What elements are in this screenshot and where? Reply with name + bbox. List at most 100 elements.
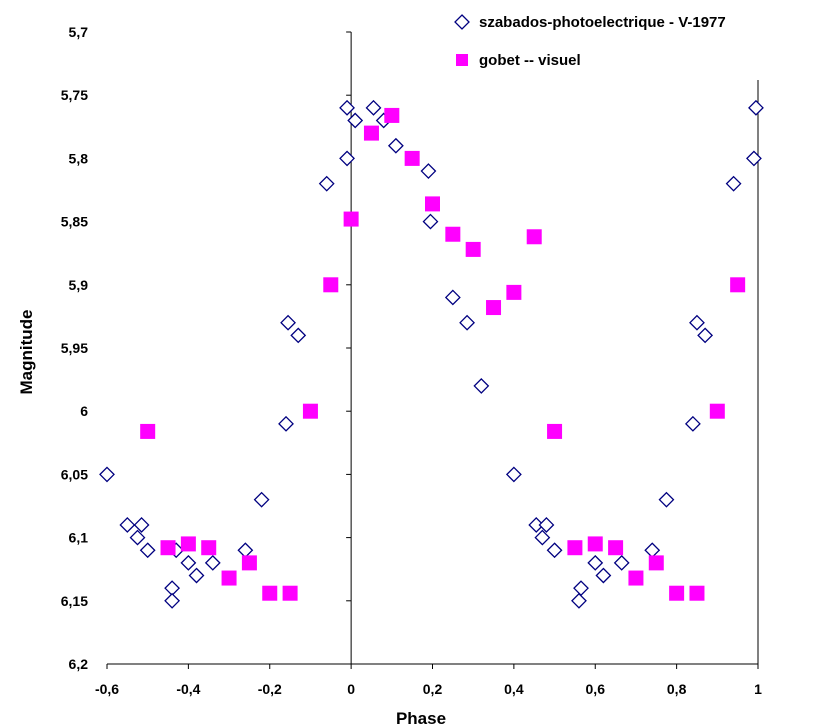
- data-point-diamond: [587, 554, 604, 571]
- data-point-diamond: [422, 213, 439, 230]
- data-point-square: [526, 229, 542, 245]
- data-point-square: [221, 570, 237, 586]
- y-tick-label: 5,75: [61, 87, 88, 103]
- data-point-diamond: [129, 529, 146, 546]
- data-point-square: [262, 585, 278, 601]
- axes: [106, 31, 759, 669]
- x-tick-label: -0,6: [95, 681, 119, 697]
- data-point-diamond: [347, 112, 364, 129]
- x-tick-label: 0: [347, 681, 355, 697]
- data-point-diamond: [420, 163, 437, 179]
- data-point-diamond: [119, 517, 136, 533]
- data-point-square: [445, 226, 461, 242]
- legend-background: [436, 8, 828, 78]
- data-point-diamond: [473, 378, 490, 394]
- x-tick-label: 0,8: [667, 681, 687, 697]
- data-point-square: [140, 423, 156, 439]
- y-tick-labels: 5,7 5,75 5,8 5,85 5,9 5,95 6 6,05 6,1 6,15 6,2: [61, 24, 88, 672]
- data-point-diamond: [133, 517, 150, 533]
- y-tick-label: 5,8: [69, 150, 89, 166]
- data-point-square: [404, 150, 420, 166]
- data-point-diamond: [164, 592, 181, 609]
- legend-item-photoelectric: szabados-photoelectrique - V-1977: [454, 14, 726, 31]
- x-tick-label: -0,2: [258, 681, 282, 697]
- data-point-square: [241, 555, 257, 571]
- data-point-diamond: [573, 580, 589, 597]
- data-point-diamond: [290, 327, 307, 344]
- data-point-square: [343, 211, 359, 227]
- data-point-diamond: [180, 554, 197, 571]
- legend-label-photoelectric: szabados-photoelectrique - V-1977: [479, 14, 726, 31]
- data-point-diamond: [278, 415, 294, 432]
- data-point-diamond: [237, 542, 254, 559]
- y-tick-label: 5,95: [61, 340, 88, 356]
- y-tick-label: 6,05: [61, 466, 88, 482]
- data-point-diamond: [746, 150, 762, 167]
- data-point-square: [425, 196, 440, 212]
- data-point-square: [323, 277, 339, 293]
- data-point-diamond: [139, 542, 156, 559]
- data-point-square: [730, 277, 746, 293]
- data-point-square: [384, 107, 400, 123]
- data-point-square: [608, 540, 624, 556]
- data-point-diamond: [748, 99, 764, 116]
- legend-item-visual: gobet -- visuel: [456, 52, 581, 69]
- data-point-diamond: [204, 554, 221, 571]
- data-point-diamond: [387, 137, 404, 154]
- data-point-diamond: [644, 542, 661, 559]
- y-tick-label: 6: [80, 403, 88, 419]
- data-point-square: [709, 403, 725, 419]
- data-point-diamond: [595, 567, 612, 584]
- data-point-square: [567, 540, 583, 556]
- data-point-diamond: [546, 542, 563, 559]
- data-point-square: [282, 585, 298, 601]
- data-point-diamond: [188, 567, 205, 584]
- x-tick-label: 0,2: [423, 681, 443, 697]
- data-point-diamond: [658, 491, 675, 508]
- data-point-diamond: [689, 314, 705, 331]
- x-tick-label: 1: [754, 681, 762, 697]
- data-point-diamond: [534, 529, 551, 546]
- x-tick-label: 0,6: [586, 681, 606, 697]
- data-point-square: [669, 585, 685, 601]
- legend-square-marker: [456, 54, 468, 66]
- x-tick-label: -0,4: [176, 681, 200, 697]
- series-photoelectric: [99, 99, 764, 609]
- y-tick-label: 5,85: [61, 214, 88, 230]
- data-point-diamond: [613, 554, 630, 571]
- data-point-square: [587, 536, 603, 552]
- legend-diamond-marker: [454, 14, 470, 30]
- data-point-square: [506, 284, 522, 300]
- data-point-diamond: [280, 314, 296, 331]
- data-point-square: [465, 241, 481, 257]
- data-point-square: [628, 570, 644, 586]
- series-layer: [99, 99, 764, 609]
- data-point-diamond: [339, 150, 355, 167]
- data-point-square: [363, 125, 379, 141]
- data-point-diamond: [571, 592, 587, 609]
- data-point-diamond: [253, 491, 270, 508]
- data-point-diamond: [318, 175, 335, 192]
- data-point-square: [648, 555, 664, 571]
- y-tick-label: 6,1: [69, 530, 89, 546]
- y-tick-label: 5,7: [69, 24, 89, 40]
- data-point-square: [180, 536, 196, 552]
- x-tick-label: 0,4: [504, 681, 524, 697]
- data-point-square: [547, 423, 563, 439]
- data-point-diamond: [365, 99, 382, 116]
- y-tick-label: 6,2: [69, 656, 89, 672]
- data-point-square: [486, 300, 502, 316]
- legend: szabados-photoelectrique - V-1977 gobet …: [436, 8, 828, 78]
- series-visual: [140, 107, 746, 601]
- data-point-diamond: [444, 289, 461, 306]
- data-point-square: [689, 585, 705, 601]
- data-point-square: [201, 540, 217, 556]
- data-point-diamond: [505, 466, 522, 483]
- data-point-diamond: [339, 99, 355, 116]
- x-axis-title: Phase: [396, 709, 446, 728]
- data-point-diamond: [697, 327, 714, 344]
- data-point-square: [302, 403, 318, 419]
- data-point-diamond: [459, 314, 476, 331]
- y-axis-title: Magnitude: [17, 310, 36, 395]
